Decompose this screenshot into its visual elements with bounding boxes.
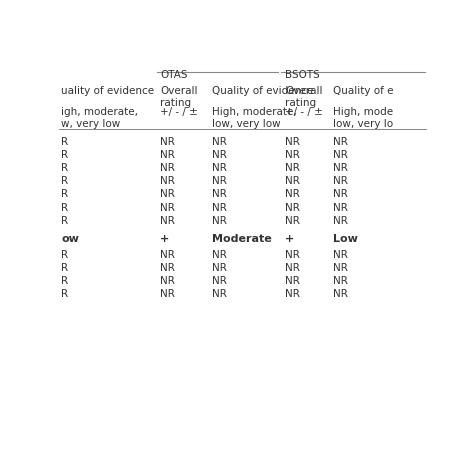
Text: NR: NR <box>285 137 300 147</box>
Text: Overall
rating: Overall rating <box>285 86 323 108</box>
Text: R: R <box>61 150 68 160</box>
Text: NR: NR <box>160 190 175 200</box>
Text: NR: NR <box>285 202 300 212</box>
Text: R: R <box>61 163 68 173</box>
Text: High, mode
low, very lo: High, mode low, very lo <box>333 107 393 129</box>
Text: Quality of evidence: Quality of evidence <box>212 86 313 96</box>
Text: NR: NR <box>212 137 227 147</box>
Text: R: R <box>61 137 68 147</box>
Text: NR: NR <box>333 202 348 212</box>
Text: OTAS: OTAS <box>160 70 188 80</box>
Text: NR: NR <box>333 137 348 147</box>
Text: R: R <box>61 190 68 200</box>
Text: NR: NR <box>212 176 227 186</box>
Text: NR: NR <box>333 163 348 173</box>
Text: NR: NR <box>212 202 227 212</box>
Text: NR: NR <box>285 190 300 200</box>
Text: NR: NR <box>160 137 175 147</box>
Text: NR: NR <box>333 289 348 299</box>
Text: NR: NR <box>212 289 227 299</box>
Text: NR: NR <box>160 216 175 226</box>
Text: NR: NR <box>285 163 300 173</box>
Text: NR: NR <box>285 263 300 273</box>
Text: NR: NR <box>285 250 300 260</box>
Text: NR: NR <box>285 276 300 286</box>
Text: +/ - / ±: +/ - / ± <box>160 107 198 117</box>
Text: R: R <box>61 263 68 273</box>
Text: R: R <box>61 250 68 260</box>
Text: Quality of e: Quality of e <box>333 86 393 96</box>
Text: R: R <box>61 289 68 299</box>
Text: Overall
rating: Overall rating <box>160 86 198 108</box>
Text: NR: NR <box>212 250 227 260</box>
Text: High, moderate,
low, very low: High, moderate, low, very low <box>212 107 296 129</box>
Text: +: + <box>160 234 170 244</box>
Text: NR: NR <box>333 216 348 226</box>
Text: uality of evidence: uality of evidence <box>61 86 154 96</box>
Text: NR: NR <box>212 276 227 286</box>
Text: NR: NR <box>333 176 348 186</box>
Text: NR: NR <box>160 163 175 173</box>
Text: R: R <box>61 216 68 226</box>
Text: NR: NR <box>160 176 175 186</box>
Text: NR: NR <box>212 150 227 160</box>
Text: R: R <box>61 276 68 286</box>
Text: BSOTS: BSOTS <box>285 70 320 80</box>
Text: +: + <box>285 234 294 244</box>
Text: NR: NR <box>160 250 175 260</box>
Text: NR: NR <box>285 216 300 226</box>
Text: igh, moderate,
w, very low: igh, moderate, w, very low <box>61 107 138 129</box>
Text: NR: NR <box>160 202 175 212</box>
Text: R: R <box>61 176 68 186</box>
Text: NR: NR <box>212 263 227 273</box>
Text: NR: NR <box>285 289 300 299</box>
Text: NR: NR <box>160 276 175 286</box>
Text: NR: NR <box>212 216 227 226</box>
Text: NR: NR <box>285 150 300 160</box>
Text: NR: NR <box>160 263 175 273</box>
Text: NR: NR <box>285 176 300 186</box>
Text: Low: Low <box>333 234 358 244</box>
Text: NR: NR <box>160 150 175 160</box>
Text: Moderate: Moderate <box>212 234 272 244</box>
Text: ow: ow <box>61 234 79 244</box>
Text: NR: NR <box>333 276 348 286</box>
Text: +/ - / ±: +/ - / ± <box>285 107 323 117</box>
Text: NR: NR <box>333 250 348 260</box>
Text: NR: NR <box>333 190 348 200</box>
Text: NR: NR <box>333 263 348 273</box>
Text: NR: NR <box>333 150 348 160</box>
Text: R: R <box>61 202 68 212</box>
Text: NR: NR <box>160 289 175 299</box>
Text: NR: NR <box>212 163 227 173</box>
Text: NR: NR <box>212 190 227 200</box>
